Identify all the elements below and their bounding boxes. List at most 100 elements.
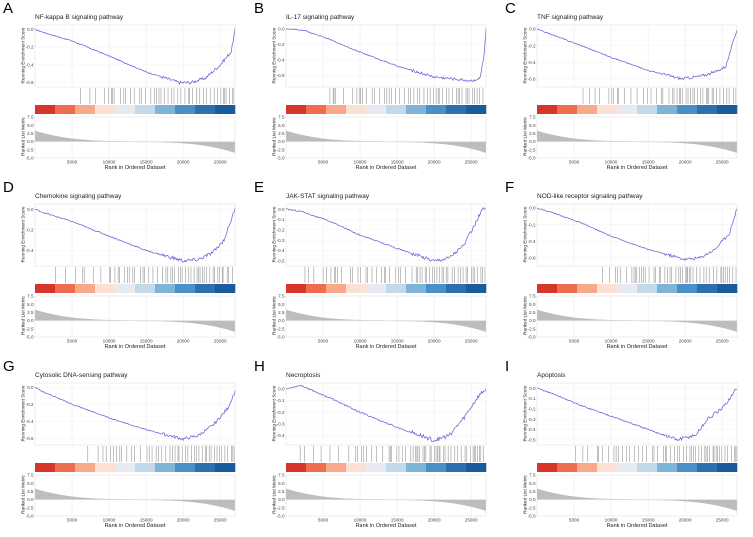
y-axis-label-top: Running Enrichment Score xyxy=(522,206,528,263)
enrichment-score-line xyxy=(34,28,236,85)
panel-letter: B xyxy=(254,0,265,17)
rank-color-segment xyxy=(215,105,236,114)
metric-tick-label: -2.5 xyxy=(26,147,34,152)
rank-color-segment xyxy=(155,463,176,472)
x-tick-label: 15000 xyxy=(391,339,404,344)
y-axis-label-top: Running Enrichment Score xyxy=(271,27,277,84)
rank-color-segment xyxy=(577,284,598,293)
metric-tick-label: 7.5 xyxy=(278,115,285,120)
y-axis-label-bottom: Ranked List Metric xyxy=(20,296,26,335)
rank-color-segment xyxy=(95,463,116,472)
y-tick-label: -0.4 xyxy=(277,433,285,438)
panel-title: NF-kappa B signaling pathway xyxy=(35,14,124,21)
rank-color-segment xyxy=(326,105,347,114)
metric-tick-label: 2.5 xyxy=(27,489,34,494)
gsea-plot: 0.0 -0.2 -0.4 7.5 5.0 2.5 0.0 -2.5 -5.0 5000 10000… xyxy=(26,203,236,344)
x-tick-label: 10000 xyxy=(103,160,116,165)
ranked-metric-area xyxy=(35,130,235,153)
metric-tick-label: -2.5 xyxy=(26,505,34,510)
gsea-plot: 0.0 -0.1 -0.2 -0.3 -0.4 -0.5 7.5 5.0 2.5 0.0 -2.5 -… xyxy=(277,203,487,344)
y-tick-label: -0.4 xyxy=(26,419,34,424)
enrichment-score-line xyxy=(536,28,738,81)
rank-color-segment xyxy=(195,463,216,472)
x-tick-label: 10000 xyxy=(103,518,116,523)
metric-tick-label: 2.5 xyxy=(27,131,34,136)
rank-color-segment xyxy=(175,284,196,293)
rank-color-segment xyxy=(597,105,618,114)
x-tick-label: 10000 xyxy=(103,339,116,344)
y-axis-label-bottom: Ranked List Metric xyxy=(522,117,528,156)
y-axis-label-bottom: Ranked List Metric xyxy=(271,117,277,156)
rank-color-segment xyxy=(557,105,578,114)
y-tick-label: -0.2 xyxy=(26,227,34,232)
y-axis-label-top: Running Enrichment Score xyxy=(20,27,26,84)
x-tick-label: 5000 xyxy=(67,518,78,523)
metric-tick-label: -5.0 xyxy=(528,156,536,161)
metric-tick-label: -2.5 xyxy=(528,147,536,152)
top-plot-frame xyxy=(34,382,236,446)
rank-color-segment xyxy=(637,284,658,293)
x-tick-label: 25000 xyxy=(465,339,478,344)
ranked-metric-area xyxy=(286,488,486,511)
gsea-panel-g: G Cytosolic DNA-sensing pathway 0.0 -0.2 -0.… xyxy=(0,358,251,537)
metric-tick-label: 2.5 xyxy=(529,310,536,315)
y-tick-label: -0.1 xyxy=(277,398,285,403)
y-tick-label: 0.0 xyxy=(278,386,285,391)
metric-tick-label: 5.0 xyxy=(278,302,285,307)
rank-color-segment xyxy=(717,463,738,472)
metric-tick-label: 2.5 xyxy=(529,131,536,136)
rank-color-segment xyxy=(386,463,407,472)
y-axis-label-bottom: Ranked List Metric xyxy=(271,475,277,514)
rank-color-segment xyxy=(426,284,447,293)
metric-tick-label: 5.0 xyxy=(278,123,285,128)
rank-color-segment xyxy=(677,284,698,293)
x-tick-label: 25000 xyxy=(214,339,227,344)
rank-color-segment xyxy=(135,105,156,114)
metric-tick-label: 0.0 xyxy=(27,139,34,144)
metric-tick-label: 2.5 xyxy=(278,310,285,315)
metric-tick-label: 2.5 xyxy=(278,131,285,136)
x-tick-label: 25000 xyxy=(214,518,227,523)
panel-letter: G xyxy=(3,358,15,375)
rank-color-segment xyxy=(35,463,56,472)
top-plot-frame xyxy=(285,382,487,446)
enrichment-score-line xyxy=(285,207,487,262)
bottom-plot-frame xyxy=(285,116,487,159)
y-axis-label-top: Running Enrichment Score xyxy=(522,27,528,84)
x-tick-label: 5000 xyxy=(569,160,580,165)
metric-tick-label: -5.0 xyxy=(528,335,536,340)
y-tick-label: 0.0 xyxy=(27,27,34,32)
ranked-metric-area xyxy=(537,130,737,153)
rank-color-segment xyxy=(657,284,678,293)
ranked-metric-area xyxy=(35,309,235,332)
rank-color-segment xyxy=(617,105,638,114)
metric-tick-label: -2.5 xyxy=(528,505,536,510)
metric-tick-label: -5.0 xyxy=(277,514,285,519)
enrichment-score-line xyxy=(34,386,236,442)
y-tick-label: 0.0 xyxy=(529,206,536,211)
top-plot-frame xyxy=(34,203,236,267)
gsea-panel-c: C TNF signaling pathway 0.0 -0.2 -0.4 -0.6 7.5… xyxy=(502,0,753,179)
rank-color-segment xyxy=(677,463,698,472)
metric-tick-label: 5.0 xyxy=(529,302,536,307)
y-axis-label-bottom: Ranked List Metric xyxy=(522,475,528,514)
rank-color-segment xyxy=(35,284,56,293)
x-axis-label: Rank in Ordered Dataset xyxy=(606,344,668,350)
bottom-plot-frame xyxy=(34,295,236,338)
rank-color-segment xyxy=(95,284,116,293)
y-tick-label: 0.0 xyxy=(27,207,34,212)
metric-tick-label: 0.0 xyxy=(529,497,536,502)
x-axis-label: Rank in Ordered Dataset xyxy=(355,523,417,529)
x-axis-label: Rank in Ordered Dataset xyxy=(355,344,417,350)
rank-color-segment xyxy=(155,105,176,114)
panel-title: TNF signaling pathway xyxy=(537,14,604,21)
panel-letter: E xyxy=(254,179,265,196)
ranked-metric-area xyxy=(537,309,737,332)
x-axis-label: Rank in Ordered Dataset xyxy=(355,165,417,171)
y-tick-label: -0.3 xyxy=(528,417,536,422)
gene-hit-lines xyxy=(582,88,737,104)
metric-tick-label: 7.5 xyxy=(278,473,285,478)
rank-color-segment xyxy=(577,463,598,472)
rank-color-segment xyxy=(215,463,236,472)
metric-tick-label: 7.5 xyxy=(278,294,285,299)
